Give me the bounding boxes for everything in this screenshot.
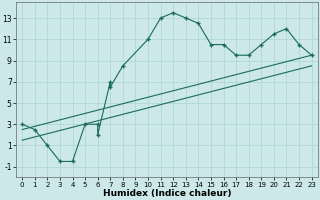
X-axis label: Humidex (Indice chaleur): Humidex (Indice chaleur) [103,189,231,198]
